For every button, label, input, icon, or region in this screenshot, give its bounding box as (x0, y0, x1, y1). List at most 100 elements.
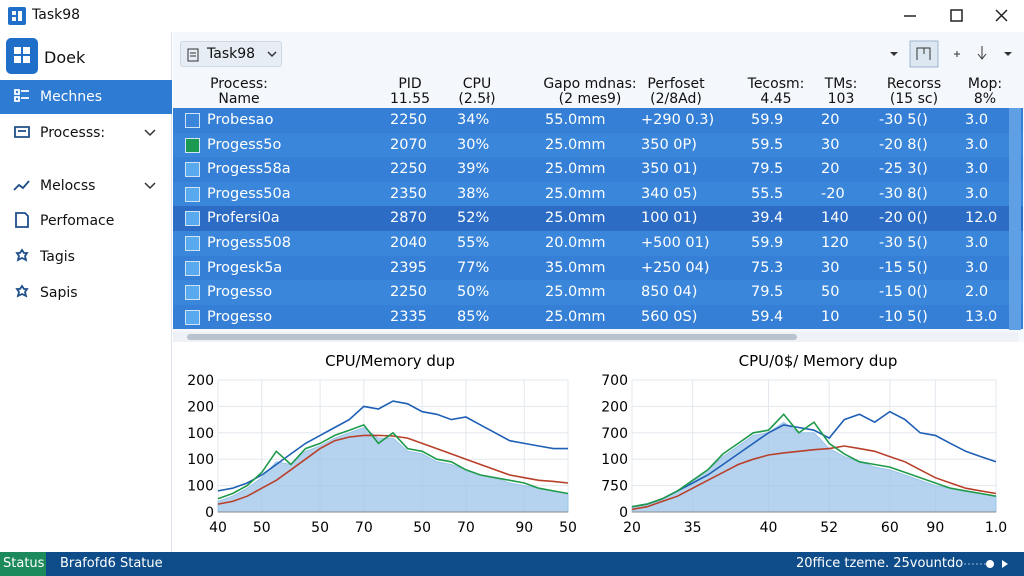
window-title: Task98 (32, 7, 81, 23)
chevron (144, 182, 156, 190)
cell: Progess5o (207, 136, 282, 153)
column-header: Recorss (886, 76, 942, 92)
cell: -30 5() (879, 235, 928, 251)
cell: 2250 (390, 161, 427, 178)
cell: 560 0S) (641, 308, 698, 325)
checkbox (185, 309, 200, 325)
table-row[interactable]: Progesso 2250 50% 25.0mm 850 04) 79.5 50 -15 0(… (173, 280, 1023, 305)
cell: Progesk5a (207, 259, 283, 276)
x-tick-label: 40 (209, 520, 227, 536)
sidebar-icon (14, 89, 29, 102)
cell: 50% (457, 284, 490, 301)
cell: 34% (457, 112, 490, 128)
cell: 3.0 (965, 185, 989, 202)
cell: +290 0.3) (641, 112, 715, 128)
x-tick-label: 60 (881, 520, 899, 536)
y-tick-label: 200 (601, 399, 628, 415)
icon-shape (14, 89, 29, 102)
sidebar-icon (14, 126, 30, 138)
x-tick-label: 70 (457, 520, 475, 536)
cell: 3.0 (965, 235, 989, 251)
sidebar-item[interactable]: Tagis (0, 240, 172, 274)
sidebar-icon (15, 212, 29, 228)
cell: 59.9 (751, 112, 784, 128)
table-row[interactable]: Progess5o 2070 30% 25.0mm 350 0P) 59.5 30 -20 8… (173, 132, 1023, 158)
sidebar-item[interactable]: Mechnes (0, 80, 172, 114)
cell: 350 0P) (641, 136, 697, 153)
x-tick-label: 90 (515, 520, 533, 536)
cell: 2350 (390, 185, 427, 202)
cell: Progess58a (207, 161, 291, 178)
column-header: 4.45 (760, 91, 792, 107)
y-tick-label: 700 (601, 373, 628, 389)
sidebar-item[interactable]: Perfomace (0, 204, 172, 238)
cell: 3.0 (965, 161, 989, 178)
scrollbar (173, 332, 1018, 342)
status-label: Status (0, 552, 46, 576)
cell: +250 04) (641, 259, 710, 276)
cell: 50 (821, 284, 840, 301)
sidebar-item[interactable]: Melocss (0, 169, 172, 203)
table-row[interactable]: Progess508 2040 55% 20.0mm +500 01) 59.9 120 -3… (173, 231, 1023, 256)
table-row[interactable]: Progesso 2335 85% 25.0mm 560 0S) 59.4 10 -10 5(… (173, 304, 1023, 330)
table-row[interactable]: Probesao 2250 34% 55.0mm +290 0.3) 59.9 20 -30 … (173, 108, 1023, 133)
icon-shape (15, 284, 29, 298)
cell: 3.0 (965, 112, 989, 128)
cell: 77% (457, 259, 490, 276)
checkbox (185, 113, 200, 128)
cell: 59.4 (751, 308, 784, 325)
toolbar-icons[interactable] (880, 40, 1020, 68)
cell: 38% (457, 185, 490, 202)
status-right: 20ffice tzeme. 25vountdo (796, 556, 964, 571)
status-text: Brafofd6 Statue (60, 556, 163, 571)
cell: 55.0mm (545, 112, 606, 128)
x-tick-label: 90 (926, 520, 944, 536)
dropdown[interactable]: Task98 (180, 41, 282, 67)
cell: 850 04) (641, 284, 698, 301)
cell: 340 05) (641, 185, 698, 202)
cell: 3.0 (965, 259, 989, 276)
cell: 13.0 (965, 308, 998, 325)
cell: 2335 (390, 308, 427, 325)
cell: 30% (457, 136, 490, 153)
sidebar-item[interactable]: Processs: (0, 116, 172, 150)
cell: -15 0() (879, 284, 928, 301)
column-header: 11.55 (389, 91, 431, 107)
x-tick-label: 35 (684, 520, 702, 536)
y-tick-label: 200 (187, 373, 214, 389)
cell: 39.4 (751, 210, 784, 227)
line (631, 445, 997, 511)
cell: Progess50a (207, 185, 291, 202)
window-controls[interactable] (890, 6, 1020, 26)
chevron (144, 129, 156, 137)
sidebar: Doek Mechnes Processs: Melocss Perfomace Tag… (0, 32, 172, 552)
status-bar: Status Brafofd6 Statue 20ffice tzeme. 25… (0, 552, 1024, 576)
cell: -25 3() (879, 161, 928, 178)
column-header: Perfoset (647, 76, 705, 92)
cell: 25.0mm (545, 136, 606, 153)
cell: 12.0 (965, 210, 998, 227)
cell: 55% (457, 235, 490, 251)
checkbox (185, 236, 200, 251)
cell: 25.0mm (545, 284, 606, 301)
column-header: 103 (827, 91, 855, 107)
sidebar-item[interactable]: Sapis (0, 276, 172, 310)
cell: 75.3 (751, 259, 784, 276)
cell: -15 5() (879, 259, 928, 276)
table-row[interactable]: Progess58a 2250 39% 25.0mm 350 01) 79.5 20 -25 … (173, 157, 1023, 182)
cell: 10 (821, 308, 840, 325)
column-header: (2 mes9) (558, 91, 622, 107)
table-row[interactable]: Profersi0a 2870 52% 25.0mm 100 01) 39.4 140 -20… (173, 206, 1023, 231)
column-header: Gapo mdnas: (543, 76, 637, 92)
x-tick-label: 50 (311, 520, 329, 536)
cell: Progess508 (207, 235, 291, 251)
cell: 20 (821, 161, 840, 178)
icon-shape (13, 180, 30, 191)
zoom-slider[interactable] (960, 556, 1020, 572)
icon-shape (14, 126, 30, 138)
table-row[interactable]: Progesk5a 2395 77% 35.0mm +250 04) 75.3 30 -15 … (173, 255, 1023, 281)
table-row[interactable]: Progess50a 2350 38% 25.0mm 340 05) 55.5 -20 -30… (173, 181, 1023, 207)
cell: 2250 (390, 112, 427, 128)
line (217, 400, 568, 492)
column-header: Process: (210, 76, 268, 92)
